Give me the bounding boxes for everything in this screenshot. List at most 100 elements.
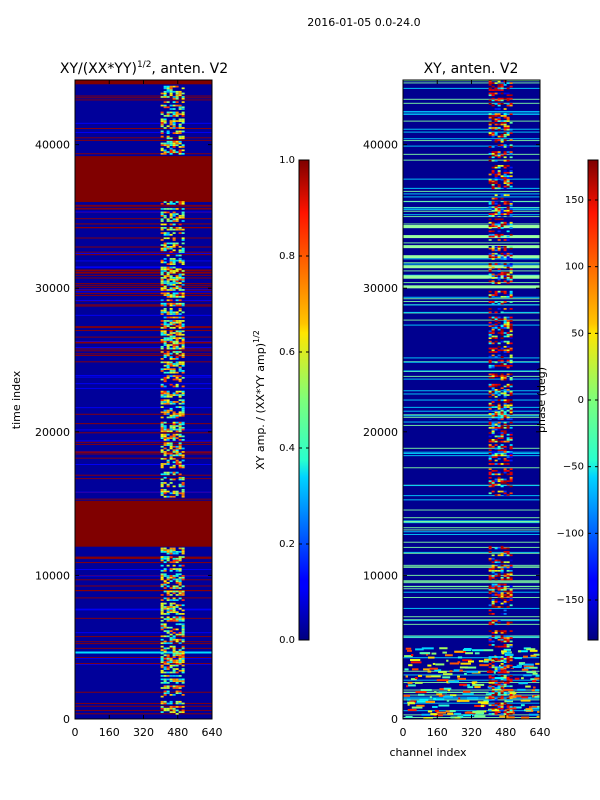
phase-cell	[503, 97, 507, 100]
amp-cell	[178, 430, 182, 433]
amp-cell	[172, 564, 176, 567]
phase-stripe	[403, 275, 540, 279]
amp-cell	[172, 320, 176, 322]
amp-cell	[178, 442, 182, 445]
amp-cell	[172, 371, 176, 374]
phase-cell	[488, 426, 492, 429]
amp-cell	[166, 371, 170, 374]
amp-cell	[178, 650, 182, 653]
amp-cell	[172, 687, 176, 689]
amp-cell	[172, 149, 176, 152]
amp-cell	[181, 92, 185, 95]
phase-cell	[509, 278, 513, 281]
amp-cell	[166, 449, 170, 452]
amp-cell	[172, 609, 176, 612]
amp-cell	[166, 228, 170, 231]
phase-cell	[494, 340, 498, 343]
amp-cell	[160, 273, 164, 276]
phase-cell	[491, 406, 495, 408]
phase-cell	[503, 449, 507, 452]
amp-cell	[169, 363, 173, 365]
amp-cell	[175, 428, 179, 431]
amp-cell	[169, 445, 173, 448]
amp-cell	[166, 657, 170, 660]
phase-cell	[500, 120, 504, 122]
amp-cell	[172, 358, 176, 360]
phase-cell	[509, 166, 513, 169]
amp-cell	[175, 311, 179, 314]
phase-cell	[488, 351, 492, 353]
phase-cell	[471, 649, 484, 652]
phase-cell	[509, 588, 513, 591]
phase-cell	[488, 452, 492, 455]
phase-cell	[497, 323, 501, 326]
amp-cell	[178, 113, 182, 116]
amp-stripe	[75, 284, 212, 286]
phase-cell	[491, 252, 495, 255]
phase-cell	[494, 600, 498, 603]
phase-cell	[526, 666, 538, 669]
phase-cell	[436, 693, 443, 696]
amp-cell	[175, 101, 179, 103]
phase-cell	[506, 394, 510, 396]
amp-cell	[172, 656, 176, 658]
phase-cell	[494, 151, 498, 153]
amp-cell	[169, 277, 173, 279]
phase-cell	[497, 311, 501, 314]
phase-cell	[500, 631, 504, 634]
amp-cell	[181, 709, 185, 712]
phase-cell	[509, 294, 513, 296]
amp-cell	[163, 339, 167, 341]
amp-cell	[178, 690, 182, 693]
amp-cell	[175, 675, 179, 677]
phase-cell	[497, 94, 501, 97]
amp-cell	[163, 121, 167, 124]
phase-cell	[497, 428, 501, 431]
phase-stripe	[403, 414, 540, 416]
phase-cell	[497, 321, 501, 324]
phase-cell	[524, 667, 530, 670]
amp-cell	[175, 463, 179, 465]
amp-stripe	[75, 291, 212, 293]
amp-cell	[166, 339, 170, 341]
amp-cell	[178, 287, 182, 290]
amp-cell	[163, 316, 167, 319]
amp-cell	[175, 633, 179, 636]
phase-cell	[503, 389, 507, 391]
amplitude-heatmap-panel: XY/(XX*YY)1/2, anten. V2 010000200003000…	[10, 60, 228, 739]
amp-cell	[175, 111, 179, 114]
phase-cell	[509, 478, 513, 481]
phase-cell	[509, 599, 513, 601]
phase-cell	[488, 435, 492, 438]
amp-cell	[175, 130, 179, 133]
amp-stripe	[75, 131, 212, 133]
phase-cell	[488, 366, 492, 369]
amp-cell	[181, 656, 185, 658]
phase-cell	[491, 387, 495, 390]
phase-cell	[494, 623, 498, 626]
amp-cell	[181, 413, 185, 415]
phase-cell	[492, 688, 502, 691]
phase-cell	[509, 559, 513, 562]
amp-cell	[178, 321, 182, 324]
phase-cell	[503, 470, 507, 472]
amp-cell	[175, 201, 179, 203]
phase-stripe	[403, 113, 540, 115]
amp-cell	[166, 280, 170, 283]
amp-cell	[175, 358, 179, 360]
amp-cell	[178, 659, 182, 662]
amp-cell	[172, 426, 176, 429]
amp-cell	[172, 259, 176, 262]
phase-cell	[509, 411, 513, 414]
amp-cell	[160, 333, 164, 336]
amp-cell	[160, 202, 164, 205]
amp-cell	[166, 690, 170, 693]
amp-stripe	[75, 617, 212, 619]
amp-cell	[172, 635, 176, 638]
amp-cell	[160, 576, 164, 579]
phase-cell	[491, 258, 495, 260]
phase-cell	[500, 578, 504, 581]
phase-cell	[500, 340, 504, 343]
phase-cell	[488, 588, 492, 591]
amp-cell	[178, 368, 182, 371]
